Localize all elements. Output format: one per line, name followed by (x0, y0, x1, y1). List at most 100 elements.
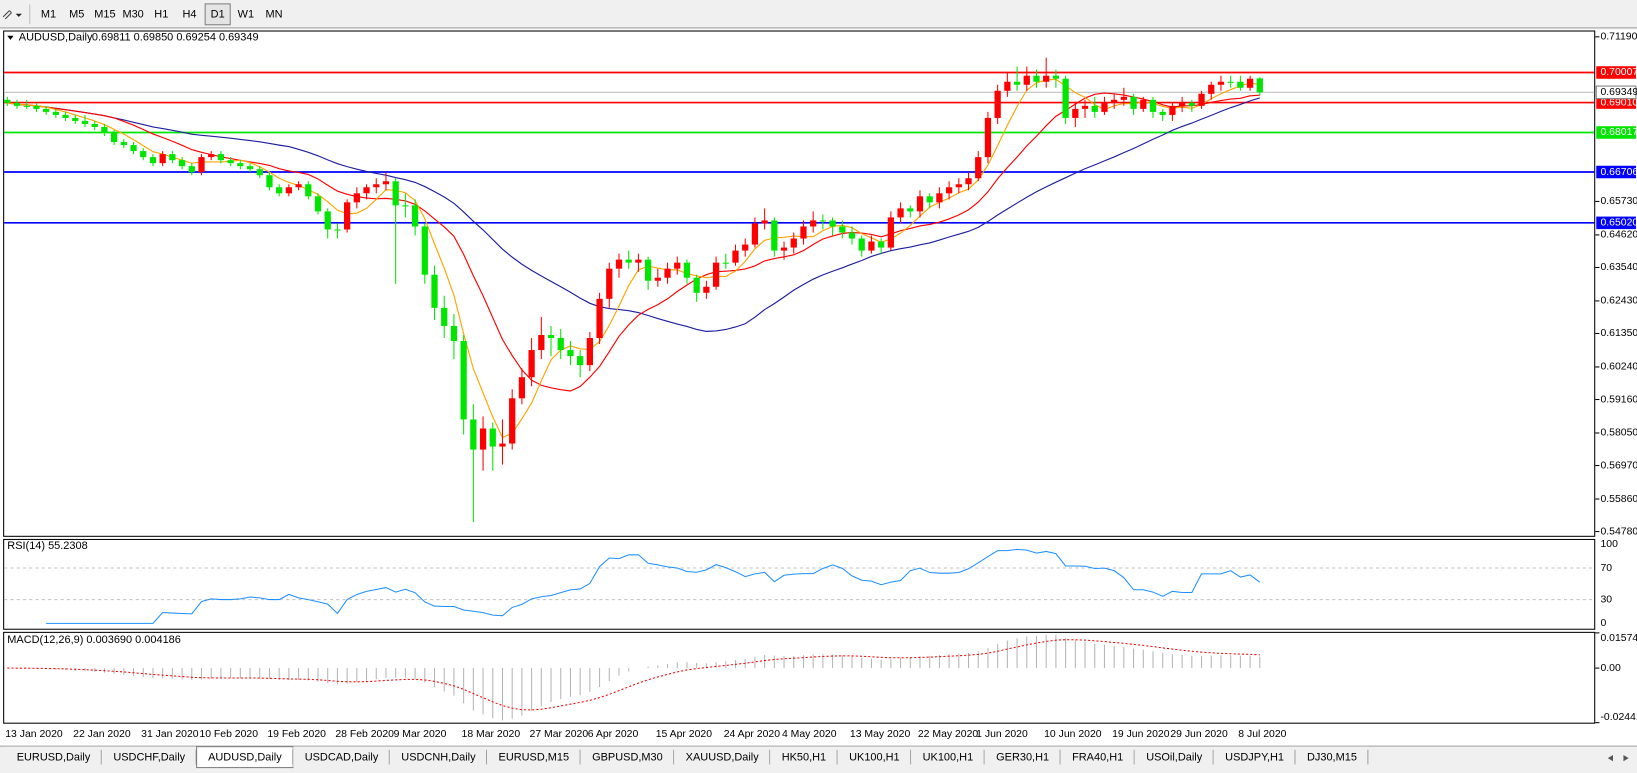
candle-body (955, 184, 962, 188)
tab[interactable] (674, 746, 771, 768)
x-tick-label: 18 Mar 2020 (462, 729, 521, 740)
tab[interactable] (770, 746, 838, 768)
tab-label[interactable]: USDCHF,Daily (113, 752, 185, 764)
timeframe-button[interactable]: D1 (211, 9, 225, 21)
candle-body (285, 187, 293, 194)
candle-body (693, 277, 700, 293)
x-tick-label: 15 Apr 2020 (656, 729, 712, 740)
y-tick-label: 0.59160 (1600, 394, 1637, 405)
tab[interactable] (293, 746, 390, 768)
tab[interactable] (1213, 746, 1296, 768)
candle-body (965, 178, 972, 185)
candle-body (353, 193, 360, 203)
timeframe-button[interactable]: MN (266, 9, 283, 21)
candle-body (1169, 105, 1176, 115)
candle-body (373, 184, 380, 188)
candle-body (625, 259, 632, 263)
candle-body (1159, 111, 1166, 115)
tab-label[interactable]: XAUUSD,Daily (686, 752, 760, 764)
chart-bg (0, 29, 1637, 746)
tab-label[interactable]: GER30,H1 (996, 752, 1049, 764)
candle-body (1130, 96, 1137, 109)
candle-body (266, 175, 273, 188)
tab-label[interactable]: USDJPY,H1 (1225, 752, 1284, 764)
timeframe-button[interactable]: M15 (94, 9, 115, 21)
candle-body (975, 157, 982, 179)
tab[interactable] (5, 746, 102, 768)
tab[interactable] (101, 746, 197, 768)
dropdown-arrow[interactable] (15, 13, 22, 17)
timeframe-button[interactable]: M1 (41, 9, 56, 21)
tab[interactable] (487, 746, 581, 768)
x-tick-label: 22 May 2020 (918, 729, 979, 740)
rsi-panel (3, 538, 1596, 630)
tab-label[interactable]: GBPUSD,M30 (592, 752, 663, 764)
tab-label[interactable]: USOil,Daily (1146, 752, 1203, 764)
candle-body (431, 274, 438, 308)
x-tick-label: 31 Jan 2020 (141, 729, 199, 740)
x-tick-label: 6 Apr 2020 (588, 729, 639, 740)
candle-body (654, 277, 661, 281)
tab[interactable] (389, 746, 488, 768)
candle-body (343, 202, 351, 230)
y-tick-label: 0.63540 (1600, 262, 1637, 273)
candle-body (790, 238, 797, 248)
tab-label[interactable]: AUDUSD,Daily (208, 752, 282, 764)
tab[interactable] (911, 746, 985, 768)
x-tick-label: 13 May 2020 (850, 729, 911, 740)
timeframe-button[interactable]: H4 (182, 9, 196, 21)
candle-body (450, 325, 458, 342)
candle-body (198, 157, 205, 173)
tab-label[interactable]: EURUSD,Daily (17, 752, 91, 764)
rsi-line (46, 548, 1261, 624)
tab-label[interactable]: USDCAD,Daily (305, 752, 379, 764)
collapse-arrow[interactable] (7, 35, 14, 40)
timeframe-button[interactable]: W1 (238, 9, 254, 21)
timeframe-button[interactable]: M30 (122, 9, 143, 21)
candle-body (1217, 81, 1225, 85)
candle-body (402, 205, 409, 207)
tab[interactable] (580, 746, 675, 768)
tab-label[interactable]: FRA40,H1 (1072, 752, 1123, 764)
candle-body (712, 262, 720, 287)
timeframe-button[interactable]: H1 (154, 9, 168, 21)
tab-label[interactable]: UK100,H1 (923, 752, 974, 764)
candle-body (13, 102, 21, 106)
candle-body (751, 223, 759, 245)
candle-body (577, 356, 584, 366)
candle-body (596, 298, 603, 339)
tab-label[interactable]: USDCNH,Daily (401, 752, 476, 764)
tab-label[interactable]: EURUSD,M15 (499, 752, 570, 764)
candle-body (178, 160, 186, 167)
candle-body (1237, 81, 1244, 88)
y-tick-label: 0.55860 (1600, 494, 1637, 505)
toolbar-bg (0, 1, 1637, 28)
tab-label[interactable]: UK100,H1 (849, 752, 900, 764)
timeframe-button[interactable]: M5 (69, 9, 84, 21)
candle-body (246, 166, 254, 170)
y-tick-label: 0.71190 (1600, 32, 1637, 43)
tab[interactable] (1134, 746, 1214, 768)
candle-body (23, 105, 30, 107)
tab-label[interactable]: HK50,H1 (782, 752, 826, 764)
y-tick-label: 0.56970 (1600, 460, 1637, 471)
tab[interactable] (984, 746, 1061, 768)
candle-body (557, 338, 564, 351)
tab[interactable] (837, 746, 912, 768)
candle-body (227, 160, 234, 164)
candle-body (1178, 102, 1186, 106)
tool-icon[interactable] (2, 10, 12, 20)
tab[interactable] (1060, 746, 1135, 768)
scroll-right[interactable] (1623, 755, 1629, 762)
y-tick-label: 0.61350 (1600, 328, 1637, 339)
scroll-left[interactable] (1607, 755, 1613, 762)
tab[interactable] (1295, 746, 1369, 768)
candle-body (1188, 102, 1195, 106)
tab-label[interactable]: DJ30,M15 (1307, 752, 1357, 764)
candle-body (314, 196, 322, 212)
candle-body (256, 169, 263, 176)
candle-body (819, 220, 827, 222)
candle-body (1062, 78, 1069, 118)
y-tick-label: 0.58050 (1600, 428, 1637, 439)
